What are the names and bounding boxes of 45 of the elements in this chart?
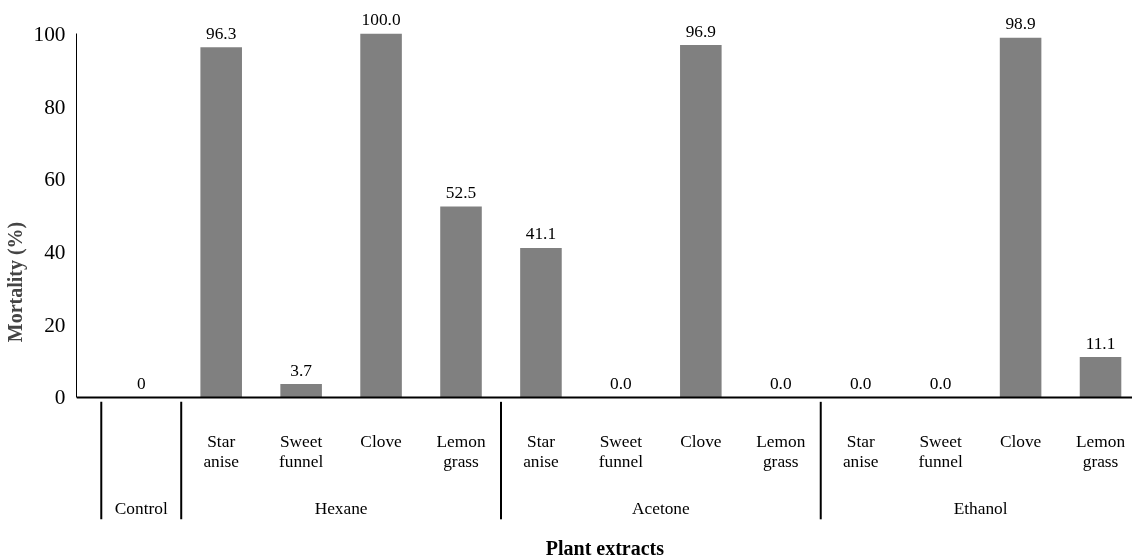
y-tick-label: 100 xyxy=(33,21,66,46)
data-label: 96.3 xyxy=(206,23,237,43)
y-axis-title: Mortality (%) xyxy=(3,221,27,343)
x-tick-label: Sweet funnel xyxy=(918,431,963,471)
data-label: 98.9 xyxy=(1005,14,1036,34)
text: Ethanol xyxy=(953,498,1008,518)
y-tick-label: 20 xyxy=(44,312,66,337)
bar xyxy=(280,384,322,398)
y-tick-label: 60 xyxy=(44,167,66,192)
bar xyxy=(1079,357,1122,398)
x-tick-label: Star anise xyxy=(203,431,240,471)
x-tick-label: Star anise xyxy=(523,431,560,471)
bar xyxy=(440,206,482,398)
x-tick-label: Clove xyxy=(360,431,403,451)
x-tick-label: Clove xyxy=(999,431,1042,451)
y-tick-label: 80 xyxy=(44,94,66,119)
data-label: 96.9 xyxy=(685,21,716,41)
data-label: 0 xyxy=(136,373,146,393)
y-tick-label: 0 xyxy=(54,385,66,410)
text: Hexane xyxy=(314,498,368,518)
bar xyxy=(680,45,722,398)
x-tick-label: Clove xyxy=(680,431,722,451)
x-tick-label: Lemon grass xyxy=(1075,431,1126,471)
x-tick-label: Sweet funnel xyxy=(598,431,644,471)
data-label: 3.7 xyxy=(290,360,313,380)
data-label: 52.5 xyxy=(445,183,477,203)
x-tick-label: Lemon grass xyxy=(756,431,806,471)
data-label: 0.0 xyxy=(929,373,952,393)
bar xyxy=(999,37,1042,398)
x-tick-label: Star anise xyxy=(842,431,879,471)
data-label: 0.0 xyxy=(769,373,792,393)
x-axis-title: Plant extracts xyxy=(545,537,665,557)
data-label: 0.0 xyxy=(849,373,872,393)
data-label: 0.0 xyxy=(610,373,632,393)
bar xyxy=(360,33,402,398)
data-label: 41.1 xyxy=(525,224,557,244)
data-label: 100.0 xyxy=(361,10,401,30)
data-label: 11.1 xyxy=(1085,333,1116,353)
x-tick-label: Lemon grass xyxy=(436,431,486,471)
bar xyxy=(200,47,242,398)
text: Acetone xyxy=(631,498,691,518)
text: Control xyxy=(114,498,168,518)
x-tick-label: Sweet funnel xyxy=(279,431,324,471)
y-tick-label: 40 xyxy=(44,240,66,264)
bar xyxy=(520,247,562,398)
